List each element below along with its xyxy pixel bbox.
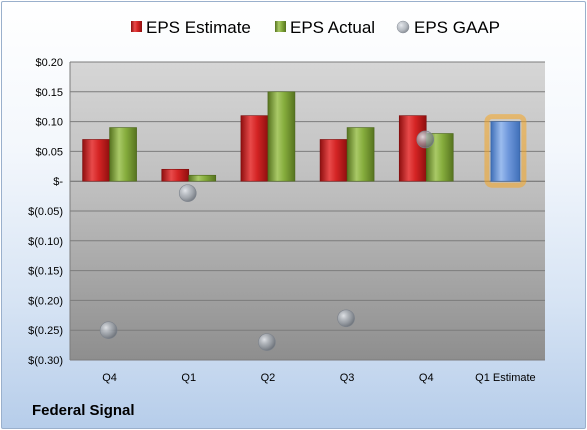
x-tick-label: Q4 bbox=[102, 372, 117, 384]
legend-label-actual: EPS Actual bbox=[290, 18, 375, 37]
bar-eps-actual bbox=[346, 127, 375, 182]
bar-eps-actual bbox=[109, 127, 137, 182]
marker-eps-gaap bbox=[99, 321, 118, 340]
y-tick-label: $- bbox=[53, 176, 63, 188]
x-tick-label: Q1 bbox=[181, 372, 196, 384]
marker-eps-gaap bbox=[258, 333, 276, 351]
x-tick-label: Q2 bbox=[261, 372, 276, 384]
bar-eps-actual bbox=[267, 91, 296, 182]
y-tick-label: $(0.25) bbox=[28, 325, 63, 337]
x-tick-label: Q1 Estimate bbox=[475, 372, 536, 384]
company-name: Federal Signal bbox=[32, 402, 135, 419]
y-tick-label: $(0.20) bbox=[28, 295, 63, 307]
legend-swatch-gaap bbox=[396, 20, 410, 34]
y-tick-label: $0.05 bbox=[35, 146, 63, 158]
estimate-highlight-glow bbox=[484, 114, 527, 188]
legend-label-gaap: EPS GAAP bbox=[414, 18, 500, 37]
bar-eps-estimate-next bbox=[490, 121, 521, 182]
y-tick-label: $0.10 bbox=[35, 117, 63, 129]
bar-eps-estimate bbox=[82, 139, 110, 182]
legend-label-estimate: EPS Estimate bbox=[146, 18, 251, 37]
marker-eps-gaap bbox=[337, 309, 355, 328]
y-tick-label: $(0.10) bbox=[28, 236, 63, 248]
bar-eps-estimate bbox=[161, 168, 190, 182]
bar-eps-estimate bbox=[240, 115, 269, 182]
legend-swatch-actual bbox=[275, 21, 286, 32]
y-tick-label: $(0.15) bbox=[28, 266, 63, 278]
legend-swatch-estimate bbox=[131, 21, 142, 32]
x-tick-label: Q4 bbox=[419, 372, 434, 384]
bar-eps-estimate bbox=[398, 115, 427, 182]
y-tick-label: $0.15 bbox=[35, 87, 63, 99]
legend: EPS Estimate EPS Actual EPS GAAP bbox=[131, 18, 500, 37]
marker-eps-gaap bbox=[178, 184, 197, 202]
x-tick-label: Q3 bbox=[340, 372, 355, 384]
y-tick-label: $(0.05) bbox=[28, 206, 63, 218]
y-tick-label: $0.20 bbox=[35, 57, 63, 69]
y-tick-label: $(0.30) bbox=[28, 355, 63, 367]
bar-eps-estimate bbox=[319, 139, 348, 182]
bar-eps-actual bbox=[188, 174, 217, 182]
marker-eps-gaap bbox=[416, 130, 435, 149]
